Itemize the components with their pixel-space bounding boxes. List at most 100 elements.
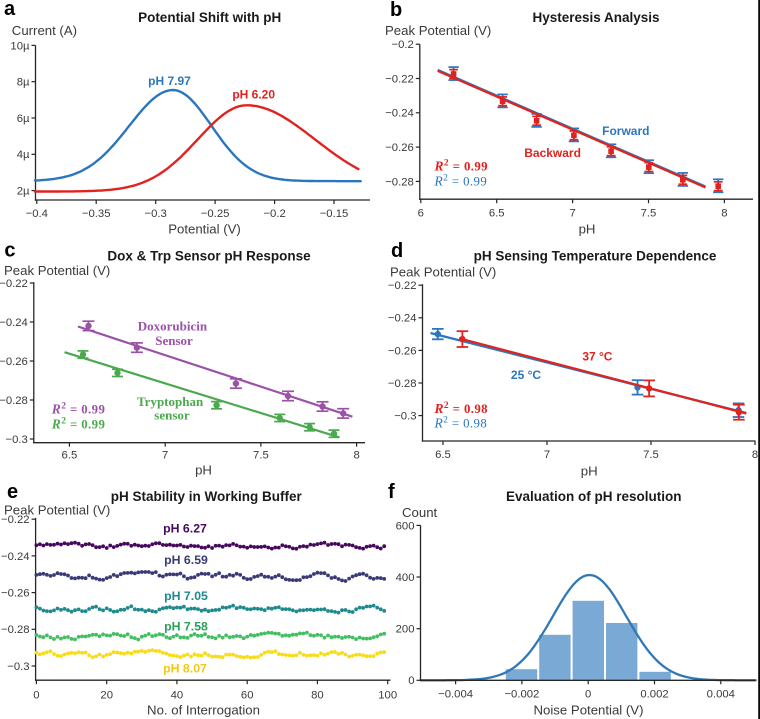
svg-text:−0.24: −0.24 <box>1 551 30 563</box>
svg-text:R2 = 0.98: R2 = 0.98 <box>434 401 488 416</box>
svg-text:7.5: 7.5 <box>253 450 269 462</box>
svg-text:−0.22: −0.22 <box>0 278 28 290</box>
svg-text:c: c <box>4 240 15 262</box>
svg-text:d: d <box>391 240 403 262</box>
svg-text:8: 8 <box>752 449 758 461</box>
svg-text:0: 0 <box>408 675 414 687</box>
svg-text:0: 0 <box>585 689 591 701</box>
svg-text:pH 6.27: pH 6.27 <box>163 521 207 535</box>
svg-text:7: 7 <box>544 449 550 461</box>
svg-text:Doxorubicin: Doxorubicin <box>138 319 208 334</box>
svg-text:6.5: 6.5 <box>489 207 505 219</box>
svg-text:pH: pH <box>195 463 212 478</box>
svg-text:a: a <box>4 0 16 20</box>
svg-text:Backward: Backward <box>524 146 581 160</box>
svg-text:−0.3: −0.3 <box>5 434 27 446</box>
svg-text:−0.26: −0.26 <box>385 142 414 154</box>
svg-text:400: 400 <box>396 572 415 584</box>
svg-text:Count: Count <box>402 505 438 520</box>
svg-text:−0.26: −0.26 <box>1 588 30 600</box>
svg-text:pH Sensing Temperature Depende: pH Sensing Temperature Dependence <box>474 248 717 263</box>
svg-text:80: 80 <box>311 690 324 702</box>
svg-text:−0.24: −0.24 <box>385 108 414 120</box>
svg-text:Peak Potential (V): Peak Potential (V) <box>4 263 110 278</box>
svg-text:0.002: 0.002 <box>640 689 668 701</box>
svg-text:0.004: 0.004 <box>707 689 735 701</box>
svg-text:R2 = 0.99: R2 = 0.99 <box>51 417 105 432</box>
svg-text:Peak Potential (V): Peak Potential (V) <box>390 265 496 280</box>
svg-text:6µ: 6µ <box>17 113 30 125</box>
svg-text:8: 8 <box>353 450 359 462</box>
svg-text:−0.3: −0.3 <box>394 411 416 423</box>
svg-text:Hysteresis Analysis: Hysteresis Analysis <box>532 10 659 25</box>
svg-text:−0.24: −0.24 <box>0 317 28 329</box>
svg-text:6: 6 <box>418 207 424 219</box>
svg-text:f: f <box>388 481 395 503</box>
svg-text:−0.3: −0.3 <box>7 661 29 673</box>
svg-text:pH: pH <box>581 464 598 479</box>
svg-text:2µ: 2µ <box>17 186 30 198</box>
svg-text:−0.25: −0.25 <box>201 208 230 220</box>
svg-text:R2 = 0.98: R2 = 0.98 <box>434 415 488 430</box>
svg-text:R2 = 0.99: R2 = 0.99 <box>434 173 488 188</box>
svg-text:−0.28: −0.28 <box>388 378 417 390</box>
svg-text:−0.28: −0.28 <box>1 624 30 636</box>
svg-text:−0.002: −0.002 <box>504 689 539 701</box>
svg-text:7: 7 <box>569 207 575 219</box>
svg-text:−0.2: −0.2 <box>391 39 413 51</box>
svg-text:pH Stability in Working Buffer: pH Stability in Working Buffer <box>111 489 303 504</box>
svg-text:6.5: 6.5 <box>62 450 78 462</box>
svg-text:20: 20 <box>100 690 113 702</box>
svg-text:0: 0 <box>33 690 39 702</box>
svg-text:7.5: 7.5 <box>643 449 659 461</box>
svg-text:R2 = 0.99: R2 = 0.99 <box>51 401 105 416</box>
svg-text:−0.26: −0.26 <box>0 356 28 368</box>
svg-text:−0.22: −0.22 <box>385 73 414 85</box>
svg-text:−0.004: −0.004 <box>438 689 473 701</box>
svg-text:6.5: 6.5 <box>435 449 451 461</box>
svg-text:−0.28: −0.28 <box>0 395 28 407</box>
svg-text:Potential (V): Potential (V) <box>168 222 241 237</box>
svg-text:pH: pH <box>579 222 596 237</box>
svg-text:Noise Potential (V): Noise Potential (V) <box>534 703 644 718</box>
svg-text:−0.26: −0.26 <box>388 345 417 357</box>
svg-text:−0.15: −0.15 <box>320 208 349 220</box>
svg-text:pH 7.05: pH 7.05 <box>164 589 208 603</box>
svg-text:No. of Interrogation: No. of Interrogation <box>147 703 260 718</box>
svg-text:7: 7 <box>162 450 168 462</box>
svg-text:−0.22: −0.22 <box>1 514 30 526</box>
svg-text:Forward: Forward <box>602 124 649 138</box>
svg-text:−0.3: −0.3 <box>145 208 167 220</box>
svg-text:Dox & Trp Sensor pH Response: Dox & Trp Sensor pH Response <box>107 248 311 263</box>
svg-text:200: 200 <box>396 624 415 636</box>
svg-text:Peak Potential (V): Peak Potential (V) <box>4 503 110 518</box>
svg-text:Tryptophan: Tryptophan <box>137 394 204 409</box>
svg-text:100: 100 <box>378 690 397 702</box>
svg-text:−0.22: −0.22 <box>388 280 417 292</box>
svg-text:−0.28: −0.28 <box>385 176 414 188</box>
svg-text:8µ: 8µ <box>17 77 30 89</box>
svg-text:R2 = 0.99: R2 = 0.99 <box>434 158 488 173</box>
svg-text:Evaluation of pH resolution: Evaluation of pH resolution <box>506 489 682 504</box>
svg-text:7.5: 7.5 <box>641 207 657 219</box>
svg-text:pH 7.97: pH 7.97 <box>148 74 191 88</box>
svg-text:e: e <box>7 481 18 503</box>
svg-text:−0.24: −0.24 <box>388 313 417 325</box>
svg-text:pH 8.07: pH 8.07 <box>163 661 207 675</box>
svg-text:pH 6.59: pH 6.59 <box>164 553 208 567</box>
svg-text:40: 40 <box>171 690 184 702</box>
svg-text:−0.4: −0.4 <box>26 208 48 220</box>
svg-text:pH 7.58: pH 7.58 <box>164 619 208 633</box>
svg-text:600: 600 <box>396 520 415 532</box>
svg-text:pH 6.20: pH 6.20 <box>232 88 275 102</box>
svg-text:4µ: 4µ <box>17 149 30 161</box>
svg-text:−0.35: −0.35 <box>82 208 111 220</box>
svg-text:sensor: sensor <box>154 408 190 423</box>
svg-text:10µ: 10µ <box>10 40 30 52</box>
svg-text:60: 60 <box>241 690 254 702</box>
svg-text:25 °C: 25 °C <box>511 368 541 382</box>
svg-text:37 °C: 37 °C <box>582 350 612 364</box>
svg-text:Potential Shift with pH: Potential Shift with pH <box>138 10 281 25</box>
svg-text:b: b <box>390 0 402 21</box>
svg-text:Peak Potential (V): Peak Potential (V) <box>385 23 491 38</box>
